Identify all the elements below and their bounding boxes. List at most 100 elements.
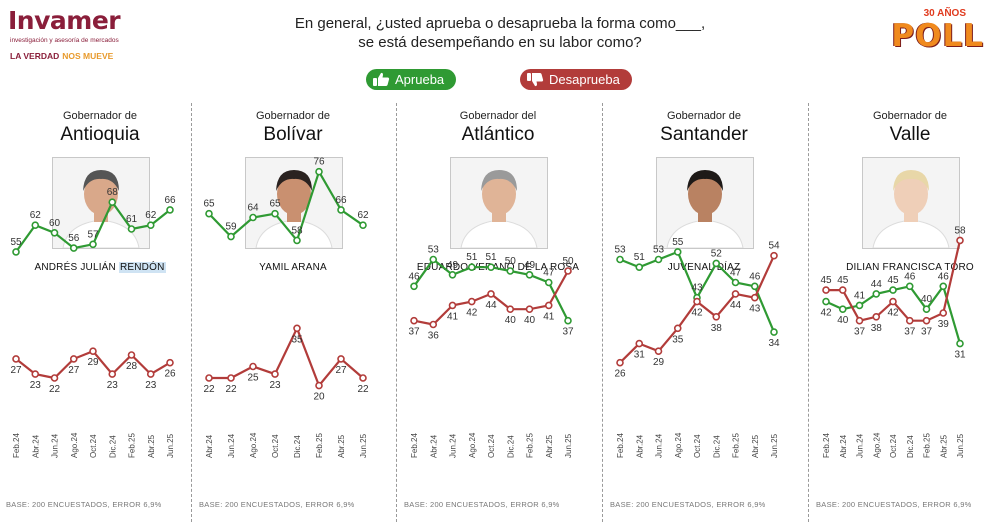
x-tick-label: Oct.24 <box>89 434 98 458</box>
data-point <box>31 221 40 229</box>
sample-base-note: BASE: 200 ENCUESTADOS, ERROR 6,9% <box>404 500 560 509</box>
data-label: 49 <box>447 260 459 271</box>
governor-name: DILIAN FRANCISCA TORO <box>810 262 1000 273</box>
data-label: 38 <box>871 323 883 334</box>
x-tick-label: Abr.25 <box>939 434 948 458</box>
data-label: 31 <box>634 350 646 361</box>
data-label: 26 <box>164 369 176 380</box>
x-tick-label: Feb.25 <box>732 433 741 458</box>
governor-photo <box>450 157 548 249</box>
governor-photo <box>245 157 343 249</box>
data-point <box>544 278 553 287</box>
x-tick-label: Feb.24 <box>12 433 21 458</box>
poll-wordmark: POLL <box>891 18 984 54</box>
question-line-2: se está desempeñando en su labor como? <box>358 34 642 51</box>
data-point <box>205 209 213 218</box>
panel-subtitle: Gobernador de <box>873 110 947 122</box>
panel-divider <box>191 103 192 522</box>
data-point <box>905 282 914 291</box>
portrait-icon <box>451 158 547 248</box>
x-tick-label: Jun.25 <box>166 433 175 458</box>
data-label: 51 <box>634 252 646 263</box>
x-tick-label: Oct.24 <box>271 434 280 458</box>
data-point <box>939 309 948 317</box>
x-tick-label: Abr.25 <box>545 434 554 458</box>
governor-photo <box>656 157 754 249</box>
data-label: 35 <box>672 334 684 345</box>
panel-valle: Gobernador de Valle DILIAN FRANCISCA TOR… <box>810 100 1000 522</box>
panel-divider <box>602 103 603 522</box>
legend-disapprove-label: Desaprueba <box>549 72 620 87</box>
data-point <box>271 209 279 218</box>
data-point <box>750 282 759 291</box>
data-point <box>293 236 301 245</box>
series-line-disapprove <box>209 325 364 388</box>
data-label: 52 <box>711 248 723 259</box>
x-tick-label: Feb.24 <box>616 433 625 458</box>
data-point <box>249 362 257 371</box>
data-point <box>146 370 155 378</box>
governor-name-highlight: RENDÓN <box>118 262 166 273</box>
data-point <box>359 221 367 229</box>
data-label: 46 <box>904 271 916 282</box>
logo-wordmark: Invamer <box>8 6 121 35</box>
data-label: 36 <box>428 331 440 342</box>
data-label: 23 <box>107 380 119 391</box>
data-label: 37 <box>562 327 574 338</box>
data-point <box>616 358 624 367</box>
data-label: 51 <box>485 252 497 263</box>
data-point <box>249 213 257 222</box>
logo-tagline: investigación y asesoría de mercados <box>10 37 119 44</box>
approval-chart: 65 59 64 65 58 76 66 62 22 22 25 23 35 20 27 22 Abr.24 Ju… <box>203 157 369 458</box>
x-tick-label: Ago.24 <box>872 432 881 458</box>
data-label: 44 <box>485 300 497 311</box>
data-point <box>922 316 931 325</box>
data-point <box>227 374 235 382</box>
data-label: 42 <box>887 308 899 319</box>
panel-subtitle: Gobernador de <box>667 110 741 122</box>
data-label: 59 <box>225 222 237 233</box>
data-point <box>905 316 914 325</box>
panel-divider <box>396 103 397 522</box>
x-tick-label: Dic.24 <box>906 435 915 458</box>
series-line-approve <box>208 168 364 243</box>
data-label: 22 <box>203 384 215 395</box>
x-tick-label: Abr.24 <box>839 434 848 458</box>
data-label: 56 <box>68 233 80 244</box>
data-label: 20 <box>313 392 325 403</box>
governor-name: ANDRÉS JULIÁN RENDÓN <box>0 262 200 273</box>
data-point <box>31 370 40 378</box>
data-point <box>731 290 740 298</box>
question-line-1: En general, ¿usted aprueba o desaprueba … <box>294 15 706 32</box>
data-point <box>166 206 174 214</box>
panel-title: Valle <box>889 124 931 145</box>
data-point <box>693 297 701 306</box>
panel-atlantico: Gobernador del Atlántico EDUARDO VERANO … <box>398 100 598 522</box>
data-label: 58 <box>291 225 303 236</box>
data-point <box>467 297 476 306</box>
data-point <box>712 313 721 321</box>
governor-photo <box>862 157 960 249</box>
data-point <box>872 290 881 298</box>
x-tick-label: Abr.24 <box>205 434 214 458</box>
portrait-icon <box>657 158 753 248</box>
x-tick-label: Ago.24 <box>70 432 79 458</box>
panel-santander: Gobernador de Santander JUVENAL DÍAZ 53 5… <box>604 100 804 522</box>
data-label: 41 <box>543 311 555 322</box>
data-label: 37 <box>854 327 866 338</box>
data-point <box>770 251 778 260</box>
data-point <box>616 255 624 264</box>
data-label: 68 <box>107 187 119 198</box>
legend-approve-label: Aprueba <box>395 72 445 87</box>
data-point <box>108 198 117 206</box>
data-point <box>872 313 881 321</box>
data-point <box>127 351 136 359</box>
data-label: 35 <box>291 334 303 345</box>
data-label: 53 <box>653 245 665 256</box>
data-point <box>673 248 682 256</box>
x-tick-label: Oct.24 <box>889 434 898 458</box>
data-point <box>889 286 897 294</box>
data-label: 42 <box>466 308 478 319</box>
data-label: 23 <box>30 380 42 391</box>
x-tick-label: Jun.25 <box>956 433 965 458</box>
